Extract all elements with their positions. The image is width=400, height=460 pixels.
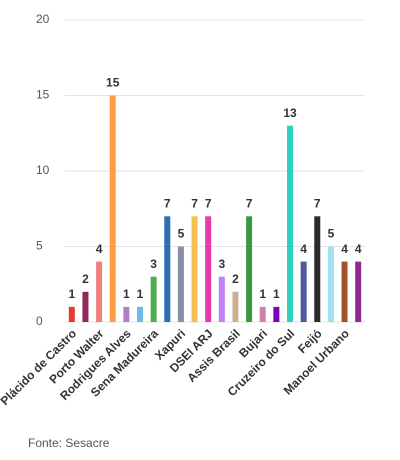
bar (191, 216, 198, 322)
value-label: 4 (300, 242, 307, 256)
value-label: 1 (273, 287, 280, 301)
value-label: 2 (232, 272, 239, 286)
bar (205, 216, 212, 322)
y-tick-label: 0 (36, 314, 43, 328)
bar (355, 261, 362, 322)
bar (123, 306, 130, 322)
value-label: 5 (328, 227, 335, 241)
value-label: 1 (123, 287, 130, 301)
bar (232, 291, 239, 322)
source: Fonte: Sesacre (28, 436, 110, 450)
value-label: 7 (205, 196, 212, 210)
value-label: 2 (82, 272, 89, 286)
bar (137, 306, 143, 322)
bar (164, 216, 171, 322)
bar (246, 216, 253, 322)
bar (314, 216, 321, 322)
y-tick-label: 20 (36, 12, 50, 26)
y-tick-label: 5 (36, 239, 43, 253)
bar (96, 261, 103, 322)
value-label: 4 (355, 242, 362, 256)
value-label: 3 (150, 257, 157, 271)
bar (273, 306, 280, 322)
bar (259, 306, 266, 322)
value-label: 4 (96, 242, 103, 256)
value-label: 1 (137, 287, 144, 301)
value-label: 13 (283, 106, 297, 120)
value-label: 4 (341, 242, 348, 256)
bar (82, 291, 89, 322)
y-tick-label: 15 (36, 88, 50, 102)
value-label: 1 (68, 287, 75, 301)
bar (218, 276, 225, 322)
bar (150, 276, 157, 322)
bar (177, 246, 184, 322)
bar (287, 125, 293, 322)
value-label: 3 (218, 257, 225, 271)
value-label: 7 (164, 196, 171, 210)
bar (300, 261, 307, 322)
value-label: 1 (259, 287, 266, 301)
y-tick-label: 10 (36, 163, 50, 177)
value-label: 7 (191, 196, 198, 210)
bar (109, 95, 116, 322)
bar (68, 306, 75, 322)
value-label: 7 (246, 196, 253, 210)
bar (327, 246, 334, 322)
value-label: 7 (314, 196, 321, 210)
value-label: 5 (178, 227, 185, 241)
bar (341, 261, 348, 322)
value-label: 15 (106, 76, 120, 90)
